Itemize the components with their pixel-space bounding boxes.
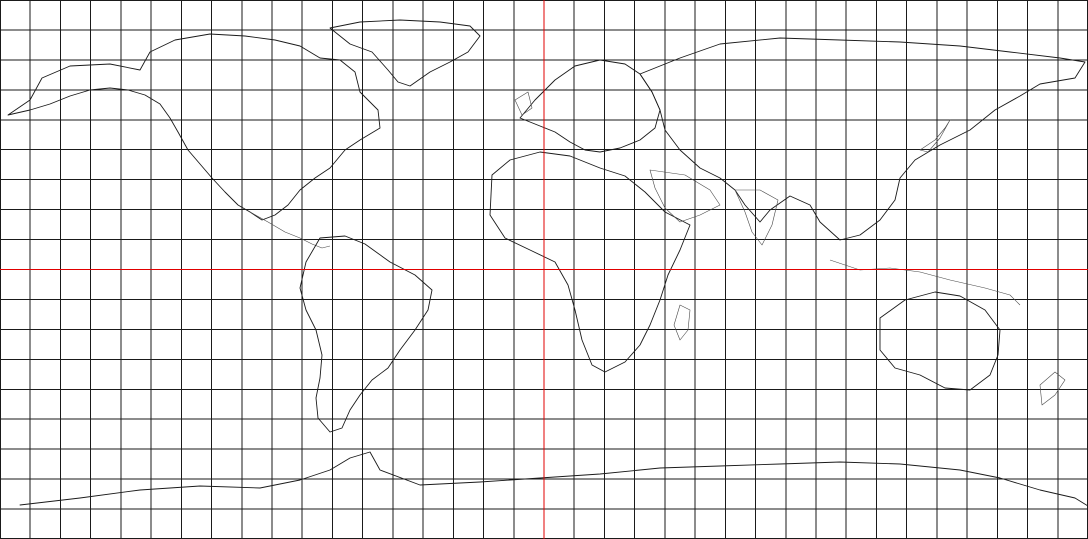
coast-arabia bbox=[649, 169, 721, 223]
coastlines bbox=[7, 19, 1088, 507]
coast-south-america bbox=[299, 235, 433, 433]
coast-central-america bbox=[249, 211, 331, 249]
coast-british-isles bbox=[514, 91, 533, 116]
coast-australia bbox=[879, 291, 1001, 391]
coast-africa bbox=[489, 151, 691, 373]
coast-antarctica bbox=[19, 451, 1088, 507]
coast-north-america bbox=[7, 33, 381, 221]
coast-japan bbox=[919, 119, 951, 153]
coast-madagascar bbox=[673, 304, 691, 341]
coast-greenland bbox=[329, 19, 481, 87]
coast-europe bbox=[519, 59, 661, 153]
coast-new-zealand bbox=[1039, 371, 1066, 406]
coast-india bbox=[734, 189, 779, 246]
coast-asia bbox=[639, 37, 1086, 241]
